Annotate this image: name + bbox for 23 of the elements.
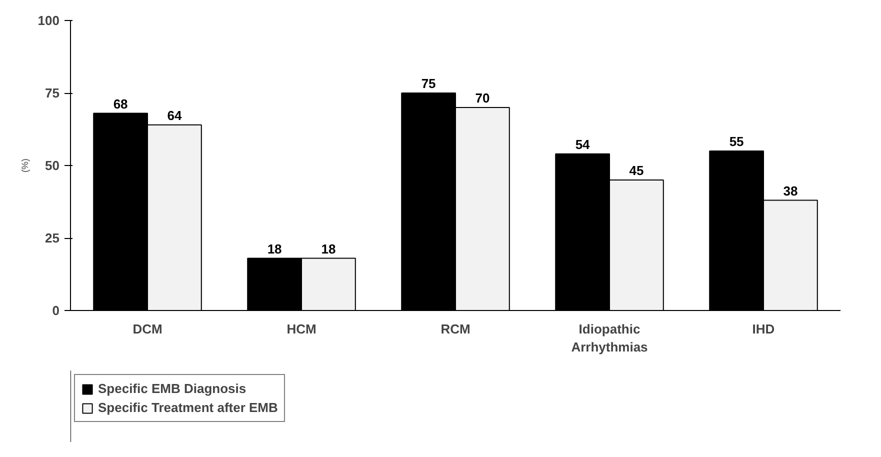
y-tick-label: 100 xyxy=(38,13,60,28)
x-tick-label: DCM xyxy=(132,322,162,336)
x-tick-label: IHD xyxy=(752,322,775,336)
x-tick-label: HCM xyxy=(286,322,316,336)
y-tick-label: 0 xyxy=(52,303,60,318)
data-label: 45 xyxy=(629,163,644,178)
data-label: 54 xyxy=(575,136,591,152)
legend-label: Specific EMB Diagnosis xyxy=(98,381,246,396)
x-tick-label: Idiopathic Arrhythmias xyxy=(571,322,648,354)
y-tick-label: 25 xyxy=(45,230,60,246)
data-label: 38 xyxy=(783,183,798,198)
data-label: 18 xyxy=(321,241,336,256)
data-label: 68 xyxy=(113,96,128,112)
data-label: 18 xyxy=(267,241,282,256)
y-axis-title: (%) xyxy=(20,158,30,172)
y-tick-label: 50 xyxy=(45,158,60,173)
y-tick-label: 75 xyxy=(45,86,60,100)
data-label: 75 xyxy=(421,76,436,91)
x-tick-label: RCM xyxy=(440,322,470,336)
data-label: 64 xyxy=(167,108,182,123)
data-label: 55 xyxy=(729,134,744,149)
legend-label: Specific Treatment after EMB xyxy=(98,400,278,415)
data-label: 70 xyxy=(475,90,490,106)
